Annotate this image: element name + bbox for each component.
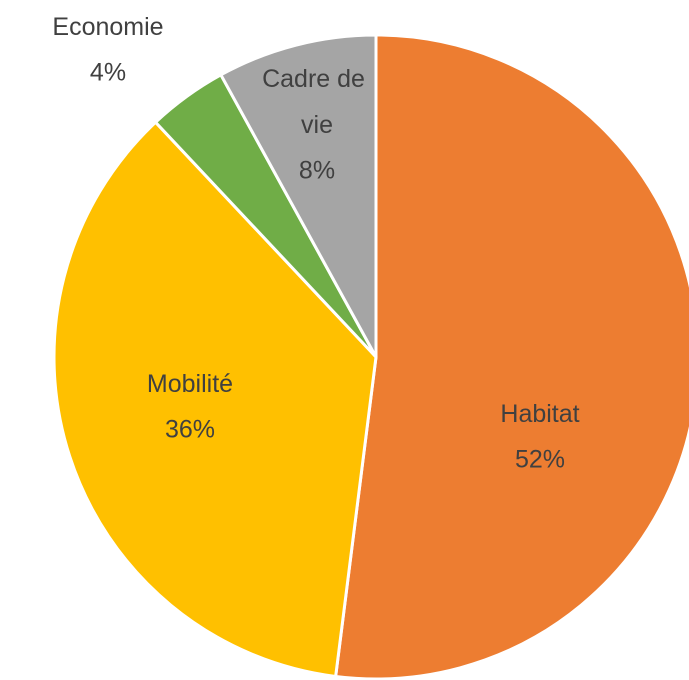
category-label-line: Habitat — [500, 400, 579, 428]
category-label-line: Mobilité — [147, 370, 233, 398]
category-label: Habitat — [500, 400, 579, 428]
category-label-line: Cadre de — [262, 65, 372, 93]
category-label-line: vie — [301, 111, 333, 139]
pie-slice — [218, 33, 378, 358]
value-label: 36% — [165, 416, 215, 444]
pie-slice — [52, 120, 378, 679]
category-label: Mobilité — [147, 370, 233, 398]
category-label: Cadre de vie — [262, 65, 372, 139]
category-label-line: Economie — [52, 13, 163, 41]
value-label: 52% — [515, 446, 565, 474]
pie-slice — [333, 33, 689, 680]
value-label: 4% — [90, 59, 126, 87]
value-label: 8% — [299, 157, 335, 185]
category-label: Economie — [52, 13, 163, 41]
